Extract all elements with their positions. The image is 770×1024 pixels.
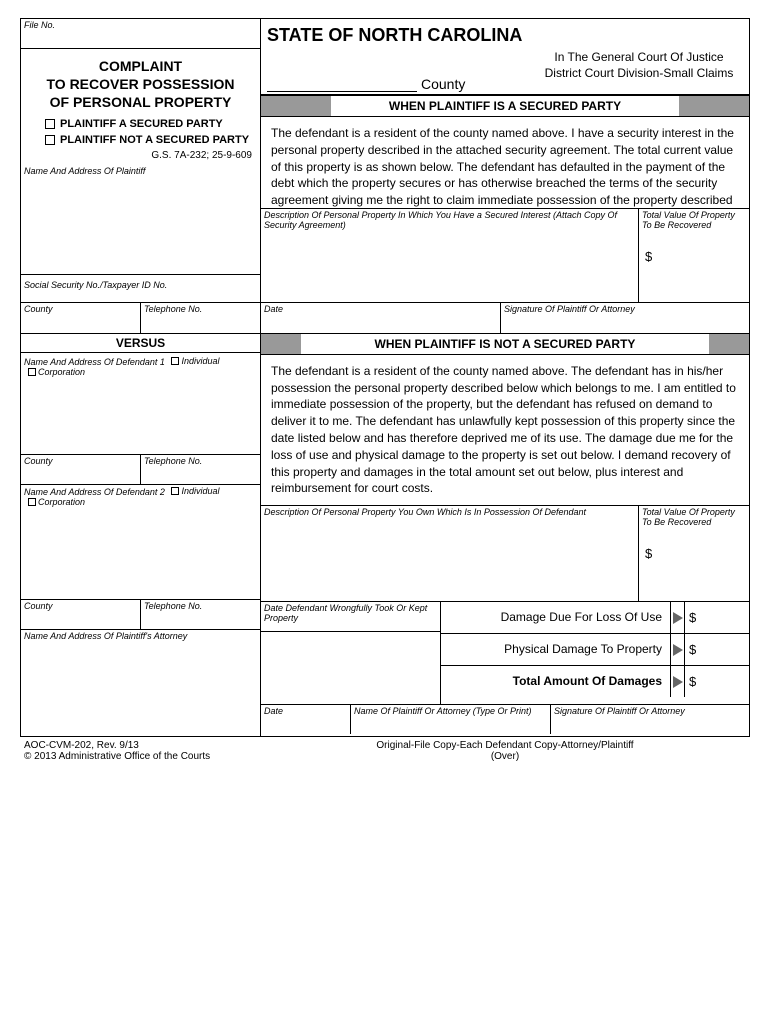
arrow-icon bbox=[670, 634, 684, 665]
checkbox-icon[interactable] bbox=[45, 135, 55, 145]
dollar-sign: $ bbox=[639, 528, 749, 561]
arrow-icon bbox=[670, 666, 684, 697]
complaint-title: COMPLAINT TO RECOVER POSSESSION OF PERSO… bbox=[21, 49, 260, 116]
checkbox-icon[interactable] bbox=[28, 498, 36, 506]
value1-label: Total Value Of Property To Be Recovered bbox=[639, 209, 749, 231]
desc2-label: Description Of Personal Property You Own… bbox=[261, 506, 638, 518]
dollar-sign: $ bbox=[639, 231, 749, 264]
form-page: File No. STATE OF NORTH CAROLINA COMPLAI… bbox=[20, 18, 750, 737]
section1-header: WHEN PLAINTIFF IS A SECURED PARTY bbox=[261, 95, 749, 117]
copies-text: Original-File Copy-Each Defendant Copy-A… bbox=[264, 740, 746, 751]
section2-header: WHEN PLAINTIFF IS NOT A SECURED PARTY bbox=[261, 334, 749, 355]
checkbox-icon[interactable] bbox=[171, 487, 179, 495]
plaintiff-name-label: Name And Address Of Plaintiff bbox=[21, 165, 260, 177]
versus-label: VERSUS bbox=[21, 334, 260, 353]
checkbox-secured[interactable]: PLAINTIFF A SECURED PARTY bbox=[21, 116, 260, 132]
form-number: AOC-CVM-202, Rev. 9/13 bbox=[24, 740, 264, 751]
defendant2-label: Name And Address Of Defendant 2 Individu… bbox=[21, 485, 260, 509]
desc1-label: Description Of Personal Property In Whic… bbox=[261, 209, 638, 231]
dollar-sign: $ bbox=[684, 666, 749, 697]
county-label-2: County bbox=[21, 455, 140, 467]
date1-label: Date bbox=[261, 303, 500, 315]
defendant1-label: Name And Address Of Defendant 1 Individu… bbox=[21, 355, 260, 379]
court-line2: District Court Division-Small Claims bbox=[537, 66, 741, 82]
over-text: (Over) bbox=[264, 751, 746, 762]
county-label-1: County bbox=[21, 303, 140, 315]
tel-label-2: Telephone No. bbox=[141, 455, 260, 467]
checkbox-not-secured[interactable]: PLAINTIFF NOT A SECURED PARTY bbox=[21, 132, 260, 148]
checkbox-icon[interactable] bbox=[171, 357, 179, 365]
file-no-label: File No. bbox=[21, 19, 260, 31]
county-label-3: County bbox=[21, 600, 140, 612]
value2-label: Total Value Of Property To Be Recovered bbox=[639, 506, 749, 528]
damage-physical-label: Physical Damage To Property bbox=[441, 634, 670, 665]
damage-total-label: Total Amount Of Damages bbox=[441, 666, 670, 697]
state-title: STATE OF NORTH CAROLINA bbox=[261, 19, 749, 48]
damage-loss-label: Damage Due For Loss Of Use bbox=[441, 602, 670, 633]
form-footer: AOC-CVM-202, Rev. 9/13 © 2013 Administra… bbox=[20, 740, 750, 762]
checkbox-icon[interactable] bbox=[45, 119, 55, 129]
name-print-label: Name Of Plaintiff Or Attorney (Type Or P… bbox=[351, 705, 550, 717]
checkbox-icon[interactable] bbox=[28, 368, 36, 376]
sig1-label: Signature Of Plaintiff Or Attorney bbox=[501, 303, 749, 315]
county-input[interactable] bbox=[267, 76, 417, 92]
tel-label-1: Telephone No. bbox=[141, 303, 260, 315]
tel-label-3: Telephone No. bbox=[141, 600, 260, 612]
dollar-sign: $ bbox=[684, 634, 749, 665]
sig2-label: Signature Of Plaintiff Or Attorney bbox=[551, 705, 749, 717]
copyright: © 2013 Administrative Office of the Cour… bbox=[24, 751, 264, 762]
attorney-label: Name And Address Of Plaintiff's Attorney bbox=[21, 630, 260, 642]
arrow-icon bbox=[670, 602, 684, 633]
date2-label: Date bbox=[261, 705, 350, 717]
county-label: County bbox=[421, 76, 465, 92]
date-took-label: Date Defendant Wrongfully Took Or Kept P… bbox=[261, 602, 440, 624]
court-line1: In The General Court Of Justice bbox=[537, 50, 741, 66]
dollar-sign: $ bbox=[684, 602, 749, 633]
section2-body: The defendant is a resident of the count… bbox=[261, 355, 749, 506]
gs-citation: G.S. 7A-232; 25-9-609 bbox=[21, 148, 260, 165]
